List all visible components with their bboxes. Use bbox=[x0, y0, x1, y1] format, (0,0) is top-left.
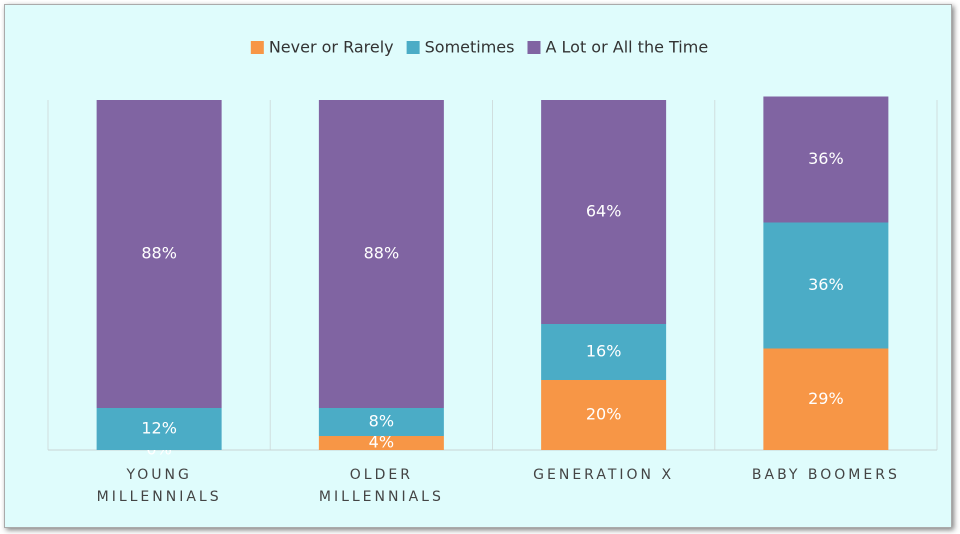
data-label: 64% bbox=[586, 202, 622, 221]
bar-segment bbox=[318, 436, 444, 450]
data-label: 36% bbox=[808, 275, 844, 294]
bar-segment bbox=[96, 408, 222, 450]
bar-segment bbox=[96, 100, 222, 408]
data-label: 36% bbox=[808, 149, 844, 168]
data-label: 16% bbox=[586, 342, 622, 361]
data-label: 4% bbox=[369, 433, 394, 452]
legend-label: Sometimes bbox=[425, 38, 515, 57]
bar-segment bbox=[541, 380, 667, 450]
data-label: 12% bbox=[141, 419, 177, 438]
data-label: 88% bbox=[364, 244, 400, 263]
legend-label: A Lot or All the Time bbox=[545, 38, 708, 57]
bar-segment bbox=[541, 324, 667, 380]
legend: Never or Rarely Sometimes A Lot or All the… bbox=[250, 38, 708, 57]
data-label: 88% bbox=[141, 244, 177, 263]
bar-segment bbox=[541, 100, 667, 324]
bar-segment bbox=[763, 222, 889, 349]
legend-swatch bbox=[250, 41, 264, 54]
legend-swatch bbox=[406, 41, 420, 54]
data-label: 29% bbox=[808, 389, 844, 408]
bar-segment bbox=[318, 100, 444, 408]
x-tick-label: YOUNG MILLENNIALS bbox=[96, 467, 222, 505]
x-tick-label: GENERATION X bbox=[533, 467, 675, 483]
x-tick-label: BABY BOOMERS bbox=[751, 467, 900, 483]
legend-swatch bbox=[527, 41, 541, 54]
bar-segment bbox=[763, 96, 889, 223]
bar-segment bbox=[318, 408, 444, 436]
x-tick-label: OLDER MILLENNIALS bbox=[318, 467, 444, 505]
data-label: 8% bbox=[369, 412, 394, 431]
data-label: 20% bbox=[586, 405, 622, 424]
bar-segment bbox=[763, 348, 889, 450]
legend-label: Never or Rarely bbox=[269, 38, 394, 57]
